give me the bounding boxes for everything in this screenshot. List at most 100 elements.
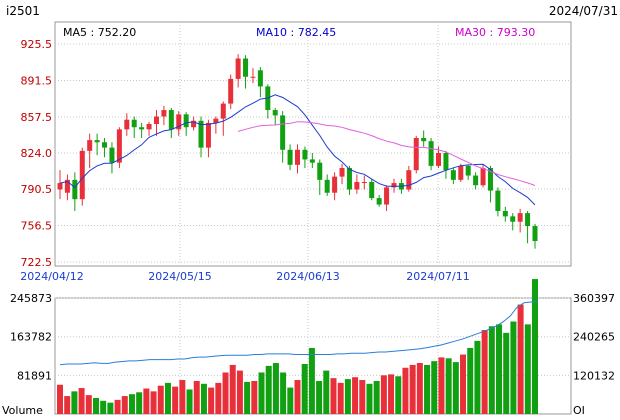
candle-body — [124, 119, 130, 130]
date-label: 2024/07/31 — [549, 4, 618, 18]
volume-bar — [532, 279, 538, 414]
candle-body — [205, 122, 211, 148]
candle-body — [391, 183, 397, 188]
candle-body — [228, 78, 234, 104]
volume-bar — [236, 370, 243, 414]
candle-body — [436, 153, 442, 166]
candle-body — [280, 115, 286, 150]
volume-bar — [100, 400, 107, 414]
candle-body — [443, 153, 449, 171]
candle-body — [243, 58, 249, 77]
candle-body — [139, 127, 145, 130]
candle-body — [64, 179, 70, 193]
price-axis: 925.5 891.5 857.5 824.0 790.5 756.5 722.5 — [21, 38, 53, 269]
volume-bar — [330, 378, 337, 414]
volume-bar — [287, 387, 294, 414]
date-tick-label: 2024/06/13 — [276, 270, 339, 283]
volume-bar — [78, 388, 85, 414]
candle-body — [532, 226, 538, 242]
price-panel-frame — [54, 21, 572, 267]
volume-bar — [460, 354, 467, 414]
candle-body — [116, 129, 122, 163]
volume-bar — [280, 372, 287, 414]
candle-body — [487, 168, 493, 191]
candle-body — [287, 149, 293, 165]
volume-bar — [143, 388, 150, 414]
volume-bar — [424, 364, 431, 414]
volume-bar — [186, 389, 193, 414]
oi-tick-label: 240265 — [573, 331, 615, 344]
candle-body — [502, 210, 508, 217]
volume-bar — [488, 326, 495, 414]
candle-body — [183, 114, 189, 128]
candle-body — [465, 165, 471, 176]
volume-bar — [164, 382, 171, 414]
candle-body — [525, 213, 531, 227]
candle-body — [131, 119, 137, 128]
volume-bar — [215, 382, 222, 414]
volume-bar — [510, 321, 517, 414]
symbol-label: i2501 — [6, 4, 40, 18]
candle-body — [161, 110, 167, 117]
volume-bar — [496, 324, 503, 414]
volume-bar — [92, 397, 99, 414]
date-tick-label: 2024/05/15 — [148, 270, 211, 283]
volume-bar — [114, 399, 121, 414]
candle-body — [354, 181, 360, 190]
volume-bar — [474, 340, 481, 414]
ma10-label: MA10 : 782.45 — [256, 26, 336, 39]
price-tick-label: 824.0 — [21, 147, 53, 160]
ma30-label: MA30 : 793.30 — [455, 26, 535, 39]
candle-body — [102, 142, 108, 148]
candle-body — [168, 110, 174, 130]
volume-bars — [57, 279, 538, 414]
volume-bar — [229, 364, 236, 414]
candle-body — [176, 114, 182, 130]
volume-bar — [128, 394, 135, 414]
ma30-line — [237, 121, 536, 186]
candle-body — [361, 181, 367, 183]
volume-bar — [172, 386, 179, 414]
candle-body — [376, 198, 382, 205]
volume-bar — [352, 377, 359, 414]
volume-bar — [438, 357, 445, 414]
candle-body — [295, 149, 300, 165]
candle-body — [332, 176, 338, 193]
volume-bar — [316, 380, 323, 414]
price-grid — [55, 22, 571, 266]
candle-body — [428, 141, 434, 166]
volume-bar — [337, 382, 344, 414]
candle-body — [57, 183, 63, 190]
candle-body — [235, 58, 241, 79]
volume-bar — [503, 332, 510, 414]
volume-bar — [157, 385, 164, 414]
volume-bar — [258, 372, 265, 414]
volume-bar — [200, 383, 207, 414]
candle-body — [79, 150, 85, 200]
candle-body — [220, 103, 226, 119]
date-axis: 2024/04/12 2024/05/15 2024/06/13 2024/07/11 — [20, 270, 469, 283]
volume-bar — [222, 372, 229, 414]
candle-body — [384, 187, 390, 205]
candle-body — [72, 179, 78, 200]
candle-body — [413, 137, 419, 171]
oi-tick-label: 360397 — [573, 292, 615, 305]
volume-bar — [409, 364, 416, 414]
volume-bar — [121, 396, 128, 414]
candle-body — [198, 120, 204, 148]
volume-bar — [64, 396, 71, 414]
volume-bar — [208, 387, 215, 414]
volume-bar — [452, 362, 459, 414]
oi-tick-label: 120132 — [573, 369, 615, 382]
candle-body — [339, 168, 345, 177]
candle-body — [517, 213, 523, 222]
volume-axis: 245873 360397 163782 240265 81891 120132 — [10, 292, 615, 382]
price-tick-label: 756.5 — [21, 219, 53, 232]
volume-bar — [136, 392, 143, 414]
candle-body — [480, 168, 486, 186]
candle-body — [473, 175, 479, 186]
volume-bar — [179, 380, 186, 414]
candle-body — [450, 170, 456, 180]
volume-bar — [373, 380, 380, 414]
